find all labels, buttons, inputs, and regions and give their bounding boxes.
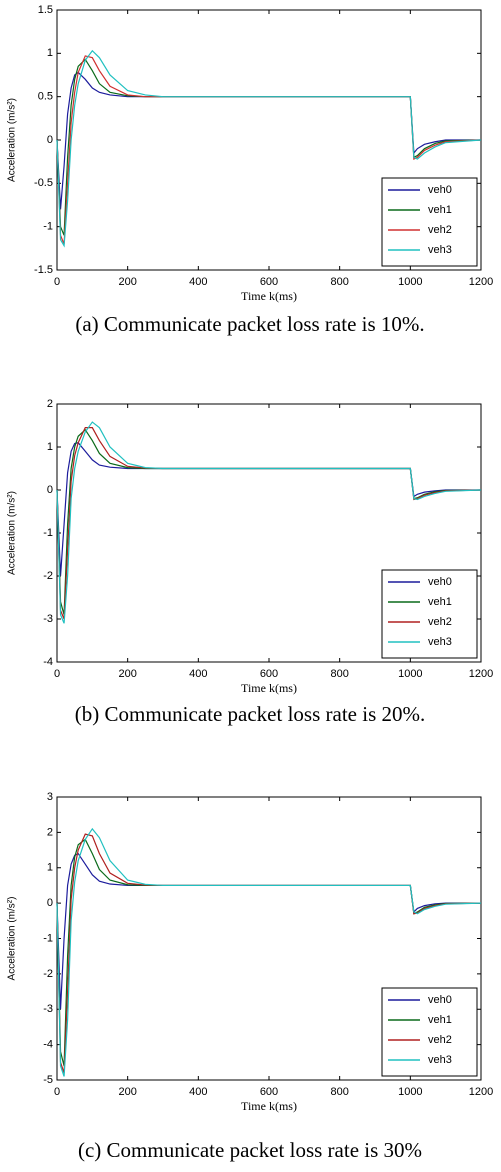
x-tick-label: 800 (330, 668, 348, 680)
y-tick-label: 0 (47, 897, 53, 909)
caption: (c) Communicate packet loss rate is 30% (78, 1138, 422, 1162)
x-tick-label: 1200 (469, 276, 493, 288)
y-tick-label: 2 (47, 398, 53, 410)
series-line (56, 421, 482, 624)
legend-label: veh0 (428, 994, 452, 1006)
y-tick-label: -4 (43, 656, 53, 668)
series-line (56, 838, 482, 1066)
x-axis-label: Time k(ms) (241, 1099, 297, 1113)
y-tick-label: -0.5 (34, 177, 53, 189)
y-tick-label: 1 (47, 862, 53, 874)
x-tick-label: 0 (54, 668, 60, 680)
x-tick-label: 400 (189, 276, 207, 288)
y-tick-label: -1 (43, 221, 53, 233)
y-tick-label: -3 (43, 1003, 53, 1015)
x-tick-label: 800 (330, 276, 348, 288)
series-line (56, 55, 482, 245)
legend-label: veh1 (428, 204, 452, 216)
y-tick-label: -1.5 (34, 264, 53, 276)
x-tick-label: 400 (189, 668, 207, 680)
legend-box (381, 569, 478, 659)
x-tick-label: 600 (260, 276, 278, 288)
y-tick-label: -1 (43, 527, 53, 539)
x-tick-label: 1000 (398, 276, 422, 288)
series-line (56, 71, 481, 210)
legend-label: veh3 (428, 636, 452, 648)
y-axis-label: Acceleration (m/s²) (7, 98, 18, 182)
series-line (56, 428, 482, 615)
y-tick-label: 2 (47, 826, 53, 838)
y-tick-label: 1.5 (38, 4, 53, 16)
legend-box (381, 987, 478, 1077)
x-tick-label: 200 (118, 1086, 136, 1098)
y-tick-label: -5 (43, 1074, 53, 1086)
x-tick-label: 600 (260, 668, 278, 680)
y-tick-label: -2 (43, 968, 53, 980)
legend-box (381, 177, 478, 267)
x-tick-label: 1000 (398, 668, 422, 680)
y-tick-label: -1 (43, 932, 53, 944)
x-tick-label: 400 (189, 1086, 207, 1098)
legend-label: veh0 (428, 576, 452, 588)
series-line (56, 852, 481, 1010)
x-tick-label: 600 (260, 1086, 278, 1098)
y-axis-label: Acceleration (m/s²) (7, 897, 18, 981)
y-tick-label: 1 (47, 47, 53, 59)
x-tick-label: 0 (54, 1086, 60, 1098)
legend-label: veh1 (428, 596, 452, 608)
legend-label: veh3 (428, 1054, 452, 1066)
x-tick-label: 200 (118, 668, 136, 680)
x-axis-label: Time k(ms) (241, 681, 297, 695)
y-tick-label: 0 (47, 484, 53, 496)
legend-label: veh2 (428, 224, 452, 236)
series-line (56, 827, 482, 1077)
y-tick-label: 1 (47, 441, 53, 453)
legend-label: veh3 (428, 244, 452, 256)
series-line (56, 427, 482, 620)
legend-label: veh1 (428, 1014, 452, 1026)
y-tick-label: -3 (43, 613, 53, 625)
legend-label: veh2 (428, 1034, 452, 1046)
series-line (56, 442, 481, 577)
y-tick-label: 0 (47, 134, 53, 146)
x-axis-label: Time k(ms) (241, 289, 297, 303)
x-tick-label: 1000 (398, 1086, 422, 1098)
x-tick-label: 1200 (469, 1086, 493, 1098)
x-tick-label: 800 (330, 1086, 348, 1098)
y-tick-label: 3 (47, 791, 53, 803)
x-tick-label: 1200 (469, 668, 493, 680)
legend-label: veh0 (428, 184, 452, 196)
series-line (56, 833, 482, 1074)
y-axis-label: Acceleration (m/s²) (7, 491, 18, 575)
legend-label: veh2 (428, 616, 452, 628)
y-tick-label: -4 (43, 1039, 53, 1051)
caption: (b) Communicate packet loss rate is 20%. (75, 702, 426, 726)
y-tick-label: -2 (43, 570, 53, 582)
x-tick-label: 200 (118, 276, 136, 288)
series-line (56, 49, 482, 248)
x-tick-label: 0 (54, 276, 60, 288)
series-line (56, 58, 482, 236)
y-tick-label: 0.5 (38, 91, 53, 103)
caption: (a) Communicate packet loss rate is 10%. (75, 312, 424, 336)
